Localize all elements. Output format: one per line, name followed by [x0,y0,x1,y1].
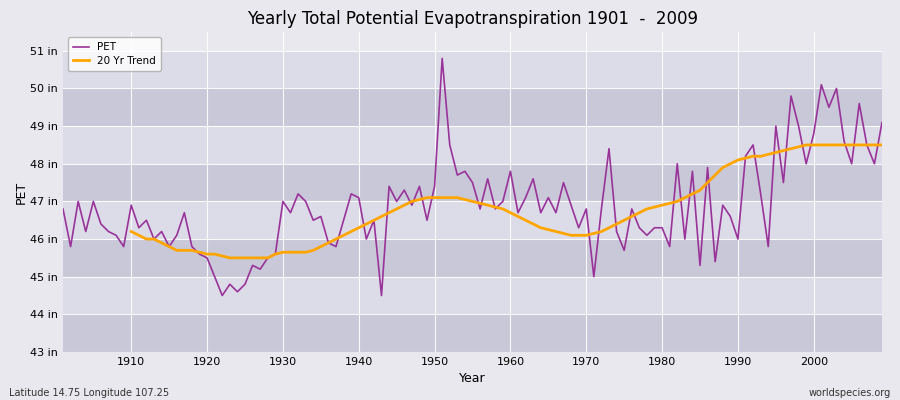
PET [520,195,531,200]
20 Yr Trend [580,233,591,238]
Text: Latitude 14.75 Longitude 107.25: Latitude 14.75 Longitude 107.25 [9,388,169,398]
Bar [63,314,882,352]
X-axis label: Year: Year [459,372,486,386]
20 Yr Trend [854,142,865,147]
Line: 20 Yr Trend: 20 Yr Trend [131,145,882,258]
PET [611,229,622,234]
PET [292,192,303,196]
20 Yr Trend [877,142,887,147]
PET [217,293,228,298]
PET [338,218,349,223]
20 Yr Trend [277,250,288,255]
PET [877,120,887,125]
Bar [63,239,882,277]
20 Yr Trend [831,142,842,147]
20 Yr Trend [308,248,319,253]
PET [118,244,129,249]
Bar [63,164,882,202]
Line: PET: PET [63,58,882,296]
PET [58,206,68,211]
Bar [63,126,882,164]
Bar [63,88,882,126]
Legend: PET, 20 Yr Trend: PET, 20 Yr Trend [68,37,161,71]
20 Yr Trend [126,229,137,234]
PET [513,210,524,215]
Bar [63,277,882,314]
Y-axis label: PET: PET [14,180,27,204]
Title: Yearly Total Potential Evapotranspiration 1901  -  2009: Yearly Total Potential Evapotranspiratio… [247,10,698,28]
20 Yr Trend [520,218,531,223]
Bar [63,51,882,88]
20 Yr Trend [224,256,235,260]
PET [436,56,447,61]
20 Yr Trend [801,142,812,147]
Bar [63,202,882,239]
Text: worldspecies.org: worldspecies.org [809,388,891,398]
